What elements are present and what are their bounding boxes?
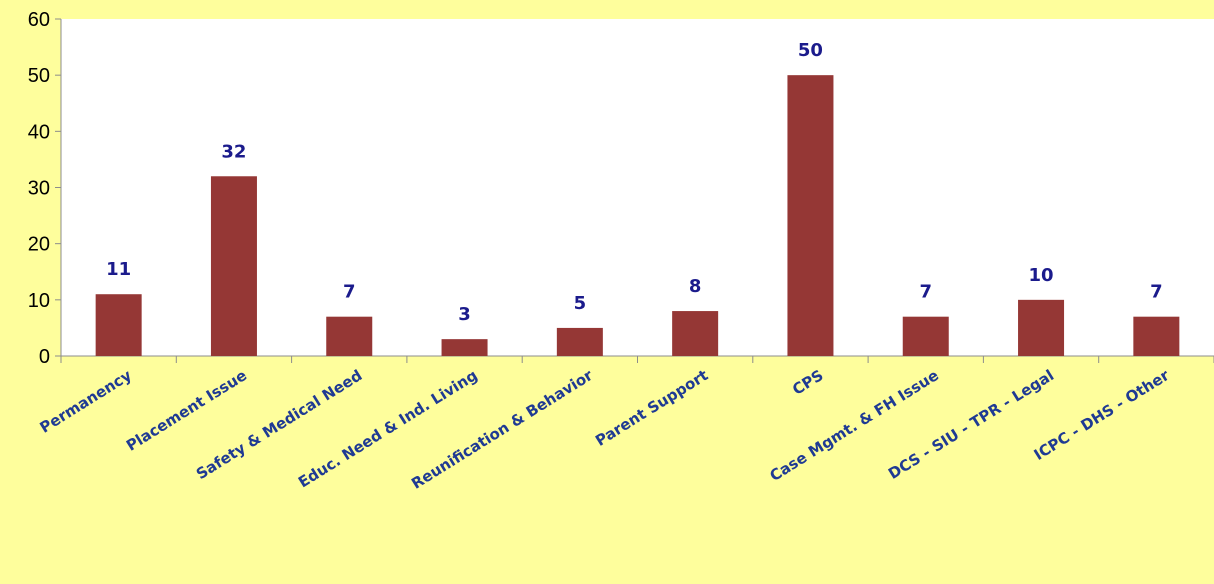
bar bbox=[1133, 316, 1180, 356]
bars bbox=[95, 75, 1180, 357]
bar bbox=[902, 316, 949, 356]
data-label: 8 bbox=[689, 276, 702, 297]
data-label: 11 bbox=[106, 259, 131, 280]
category-label: Reunification & Behavior bbox=[408, 366, 596, 493]
bar bbox=[210, 176, 257, 356]
y-tick-label: 50 bbox=[28, 65, 50, 87]
data-label: 5 bbox=[574, 293, 587, 314]
y-tick-label: 60 bbox=[28, 9, 50, 31]
y-tick-label: 40 bbox=[28, 121, 50, 143]
bar bbox=[95, 294, 142, 356]
data-label: 7 bbox=[919, 282, 932, 303]
y-tick-label: 30 bbox=[28, 178, 50, 200]
data-label: 7 bbox=[1150, 282, 1163, 303]
y-tick-label: 10 bbox=[28, 290, 50, 312]
category-label: Parent Support bbox=[592, 366, 711, 450]
category-label: Placement Issue bbox=[123, 366, 250, 455]
category-label: CPS bbox=[789, 366, 826, 399]
data-label: 32 bbox=[221, 141, 246, 162]
bar bbox=[787, 75, 834, 357]
bar bbox=[441, 339, 488, 356]
x-axis bbox=[60, 355, 1214, 363]
data-label: 50 bbox=[798, 40, 823, 61]
y-tick-label: 20 bbox=[28, 234, 50, 256]
data-label: 3 bbox=[458, 304, 471, 325]
data-labels: 11 32 7 3 5 8 50 7 10 7 bbox=[106, 40, 1162, 325]
bar bbox=[326, 316, 373, 356]
category-label: Permanency bbox=[37, 366, 135, 437]
bar bbox=[672, 311, 719, 356]
category-label: Educ. Need & Ind. Living bbox=[295, 366, 481, 491]
y-tick-label: 0 bbox=[39, 346, 50, 368]
bar bbox=[556, 327, 603, 356]
data-label: 10 bbox=[1029, 265, 1054, 286]
y-axis: 0 10 20 30 40 50 60 bbox=[28, 9, 62, 368]
data-label: 7 bbox=[343, 282, 356, 303]
bar bbox=[1018, 299, 1065, 356]
